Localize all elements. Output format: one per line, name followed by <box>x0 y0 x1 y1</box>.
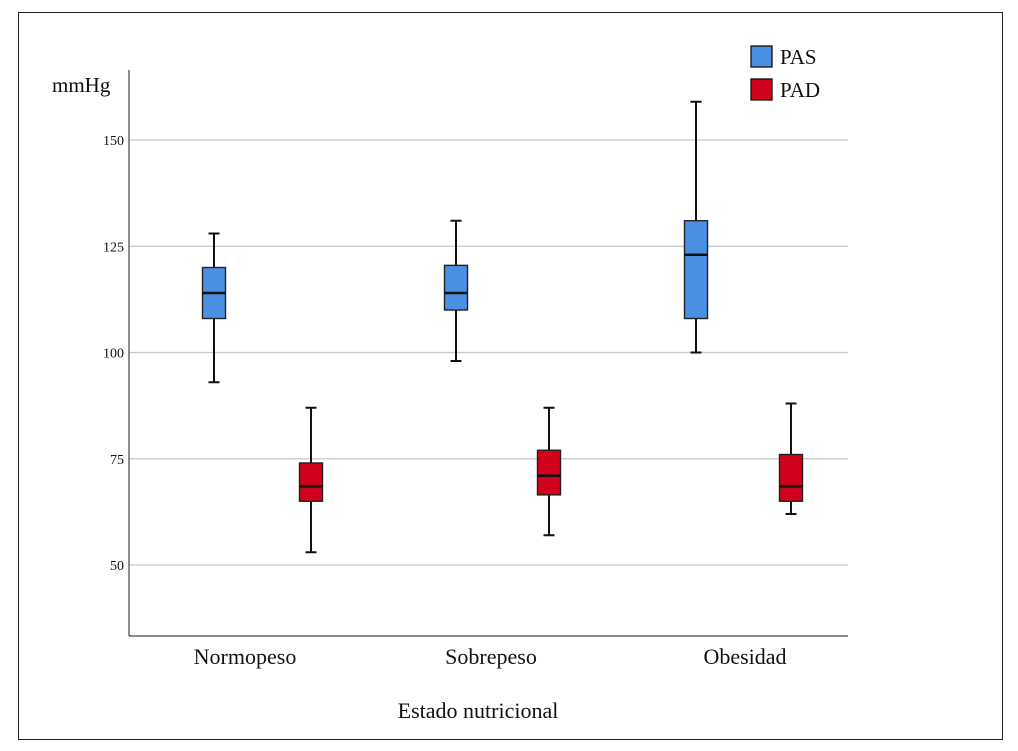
chart-frame <box>18 12 1003 740</box>
legend-label-pad: PAD <box>780 78 820 102</box>
y-tick-labels: 50 75 100 125 150 <box>103 134 124 574</box>
iqr-box <box>536 449 562 496</box>
y-tick-label: 50 <box>110 559 124 574</box>
iqr-box <box>683 220 709 320</box>
box-pas-normopeso <box>201 232 227 384</box>
box-pad-sobrepeso <box>536 406 562 537</box>
legend-swatch-pas <box>750 45 773 68</box>
x-category-label: Obesidad <box>703 644 786 669</box>
iqr-box <box>778 453 804 502</box>
y-tick-label: 75 <box>110 453 124 468</box>
y-axis-unit-label: mmHg <box>52 73 111 97</box>
legend: PAS PAD <box>750 45 820 102</box>
box-pad-obesidad <box>778 402 804 515</box>
x-category-label: Sobrepeso <box>445 644 537 669</box>
box-pas-sobrepeso <box>443 219 469 362</box>
axes <box>128 70 848 637</box>
x-category-labels: Normopeso Sobrepeso Obesidad <box>194 644 787 669</box>
x-axis-title: Estado nutricional <box>398 698 559 723</box>
y-tick-label: 125 <box>103 240 124 255</box>
box-pad-normopeso <box>298 406 324 554</box>
gridlines <box>129 139 848 566</box>
legend-label-pas: PAS <box>780 45 817 69</box>
boxplot-series <box>201 100 804 554</box>
y-tick-label: 150 <box>103 134 124 149</box>
y-tick-label: 100 <box>103 347 124 362</box>
box-pas-obesidad <box>683 100 709 354</box>
x-category-label: Normopeso <box>194 644 297 669</box>
iqr-box <box>443 264 469 311</box>
iqr-box <box>298 462 324 502</box>
legend-swatch-pad <box>750 78 773 101</box>
